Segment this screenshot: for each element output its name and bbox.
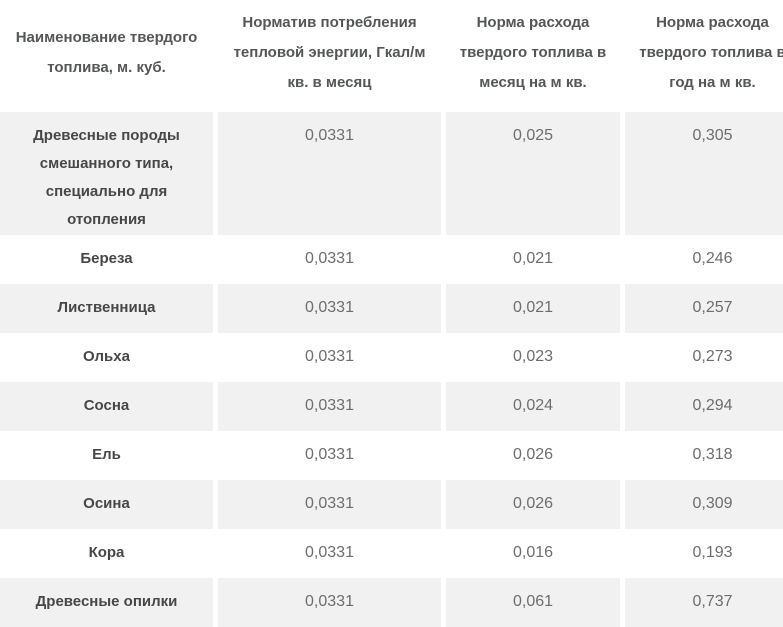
month-rate-cell: 0,026 bbox=[441, 431, 620, 480]
heat-norm-cell: 0,0331 bbox=[213, 480, 441, 529]
fuel-name-cell: Осина bbox=[0, 480, 213, 529]
heat-norm-cell: 0,0331 bbox=[213, 105, 441, 235]
fuel-name-cell: Сосна bbox=[0, 382, 213, 431]
table-row: Береза 0,0331 0,021 0,246 bbox=[0, 235, 783, 284]
month-rate-cell: 0,016 bbox=[441, 529, 620, 578]
table-row: Ель 0,0331 0,026 0,318 bbox=[0, 431, 783, 480]
fuel-name-cell: Древесные опилки bbox=[0, 578, 213, 627]
col-header-year-rate: Норма расхода твердого топлива в год на … bbox=[620, 0, 783, 105]
month-rate-cell: 0,023 bbox=[441, 333, 620, 382]
fuel-name-cell: Древесные породы смешанного типа, специа… bbox=[0, 105, 213, 235]
col-header-heat-norm: Норматив потребления тепловой энергии, Г… bbox=[213, 0, 441, 105]
table-header: Наименование твердого топлива, м. куб. Н… bbox=[0, 0, 783, 105]
heat-norm-cell: 0,0331 bbox=[213, 382, 441, 431]
fuel-name-cell: Кора bbox=[88, 544, 125, 561]
heat-norm-cell: 0,0331 bbox=[213, 578, 441, 627]
year-rate-cell: 0,273 bbox=[620, 333, 783, 382]
year-rate-cell: 0,294 bbox=[620, 382, 783, 431]
col-header-month-rate: Норма расхода твердого топлива в месяц н… bbox=[441, 0, 620, 105]
month-rate-cell: 0,024 bbox=[441, 382, 620, 431]
heat-norm-cell: 0,0331 bbox=[213, 529, 441, 578]
table-row: Лиственница 0,0331 0,021 0,257 bbox=[0, 284, 783, 333]
heat-norm-cell: 0,0331 bbox=[213, 284, 441, 333]
month-rate-cell: 0,061 bbox=[441, 578, 620, 627]
month-rate-cell: 0,021 bbox=[441, 284, 620, 333]
fuel-name-cell: Ель bbox=[92, 446, 121, 463]
table-row: Кора 0,0331 0,016 0,193 bbox=[0, 529, 783, 578]
month-rate-cell: 0,021 bbox=[441, 235, 620, 284]
table-row: Ольха 0,0331 0,023 0,273 bbox=[0, 333, 783, 382]
heat-norm-cell: 0,0331 bbox=[213, 431, 441, 480]
table-body: Древесные породы смешанного типа, специа… bbox=[0, 105, 783, 627]
fuel-name-cell: Береза bbox=[80, 250, 133, 267]
year-rate-cell: 0,193 bbox=[620, 529, 783, 578]
year-rate-cell: 0,309 bbox=[620, 480, 783, 529]
year-rate-cell: 0,318 bbox=[620, 431, 783, 480]
col-header-fuel-name: Наименование твердого топлива, м. куб. bbox=[0, 0, 213, 105]
heat-norm-cell: 0,0331 bbox=[213, 235, 441, 284]
table-row: Древесные породы смешанного типа, специа… bbox=[0, 105, 783, 235]
year-rate-cell: 0,305 bbox=[620, 105, 783, 235]
table-row: Осина 0,0331 0,026 0,309 bbox=[0, 480, 783, 529]
table-row: Древесные опилки 0,0331 0,061 0,737 bbox=[0, 578, 783, 627]
header-row: Наименование твердого топлива, м. куб. Н… bbox=[0, 0, 783, 105]
fuel-name-cell: Ольха bbox=[83, 348, 130, 365]
year-rate-cell: 0,257 bbox=[620, 284, 783, 333]
heat-norm-cell: 0,0331 bbox=[213, 333, 441, 382]
month-rate-cell: 0,025 bbox=[441, 105, 620, 235]
table-row: Сосна 0,0331 0,024 0,294 bbox=[0, 382, 783, 431]
fuel-name-cell: Лиственница bbox=[0, 284, 213, 333]
year-rate-cell: 0,737 bbox=[620, 578, 783, 627]
month-rate-cell: 0,026 bbox=[441, 480, 620, 529]
year-rate-cell: 0,246 bbox=[620, 235, 783, 284]
